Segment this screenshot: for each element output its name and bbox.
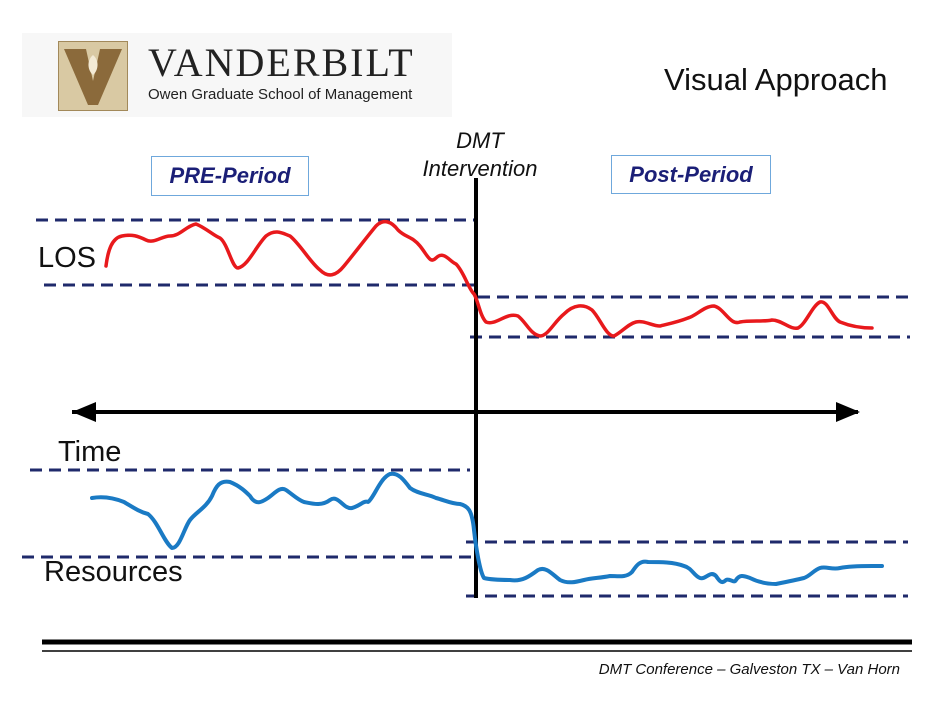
resources-label: Resources: [44, 556, 183, 588]
pre-period-box: PRE-Period: [151, 156, 309, 196]
resources-curve: [90, 471, 884, 586]
los-curve: [104, 219, 874, 338]
los-label: LOS: [38, 242, 97, 274]
logo-subtitle: Owen Graduate School of Management: [148, 86, 413, 103]
time-label: Time: [58, 436, 122, 468]
post-period-box: Post-Period: [611, 155, 771, 194]
slide-title: Visual Approach: [664, 62, 888, 97]
dmt-label-line2: Intervention: [422, 156, 538, 181]
vanderbilt-logo: VANDERBILT Owen Graduate School of Manag…: [22, 33, 452, 117]
footer-text: DMT Conference – Galveston TX – Van Horn: [598, 661, 900, 678]
dmt-label-line1: DMT: [456, 128, 504, 153]
dmt-intervention-label: DMT Intervention: [400, 127, 560, 183]
time-axis-right-arrowhead: [836, 402, 860, 422]
time-axis-left-arrowhead: [72, 402, 96, 422]
logo-wordmark: VANDERBILT: [148, 40, 415, 85]
oak-leaf-v-icon: [58, 41, 128, 111]
